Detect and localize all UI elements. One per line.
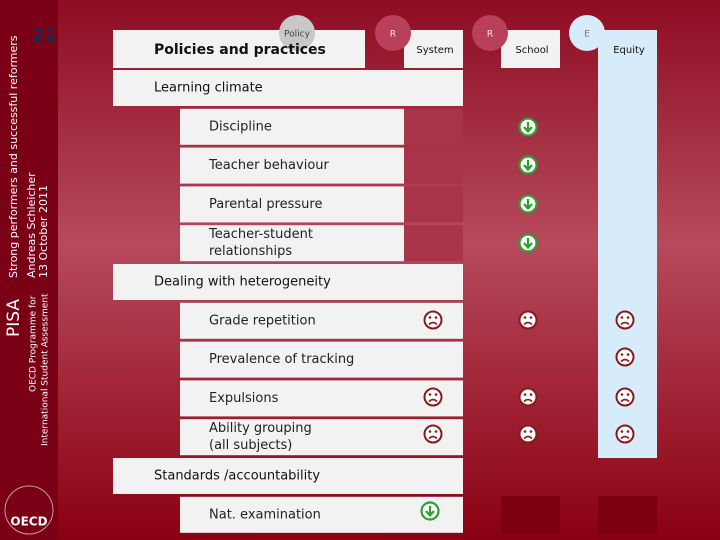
item-band: [180, 225, 404, 262]
icon-sad: [423, 424, 443, 444]
icon-sad: [615, 424, 635, 444]
section-band: [113, 264, 463, 300]
column-label: Equity: [613, 45, 645, 56]
author: Andreas Schleicher: [25, 172, 38, 278]
school-header-cell: [501, 30, 560, 68]
system-cell: [404, 341, 463, 378]
item-label: Teacher-student: [208, 227, 313, 242]
icon-sad: [423, 310, 443, 330]
item-band: [180, 380, 404, 417]
system-cell: [404, 186, 463, 223]
programme: International Student Assessment: [41, 293, 51, 446]
icon-sad: [423, 387, 443, 407]
badge-label: Policy: [284, 30, 311, 40]
icon-sad: [615, 310, 635, 330]
icon-sad: [518, 424, 538, 444]
icon-sad: [615, 387, 635, 407]
badge: [472, 15, 508, 51]
item-band: [180, 302, 404, 339]
icon-sad: [518, 387, 538, 407]
section-title: Learning climate: [154, 81, 263, 96]
item-label: Discipline: [209, 119, 272, 134]
badge-label: E: [584, 30, 590, 40]
system-header-cell: [404, 30, 463, 68]
date: 13 October 2011: [37, 185, 50, 278]
item-band: [180, 108, 404, 145]
badge-label: R: [390, 30, 396, 40]
system-cell: [404, 147, 463, 184]
system-cell: [404, 225, 463, 262]
icon-up: [518, 233, 538, 253]
item-label: Nat. examination: [209, 507, 321, 522]
icon-up: [518, 194, 538, 214]
column-label: School: [515, 45, 548, 56]
icon-up: [518, 117, 538, 137]
badge: [279, 15, 315, 51]
item-label: Grade repetition: [209, 313, 316, 328]
equity-column: [598, 30, 657, 458]
badge: [375, 15, 411, 51]
icon-up: [518, 155, 538, 175]
programme: OECD Programme for: [29, 295, 39, 392]
item-label: Prevalence of tracking: [209, 352, 354, 367]
badge: [569, 15, 605, 51]
cell: [598, 496, 657, 534]
badge-label: R: [487, 30, 493, 40]
item-label: Ability grouping: [209, 421, 312, 436]
page-number: 21: [31, 25, 56, 46]
sidebar: [0, 0, 58, 540]
brand: PISA: [4, 299, 24, 337]
column-label: System: [416, 45, 453, 56]
item-band: [180, 496, 404, 533]
item-label: Teacher behaviour: [208, 158, 330, 173]
item-band: [180, 419, 404, 456]
item-label: (all subjects): [209, 438, 292, 453]
heading-band: [113, 30, 365, 68]
logo-ring: [4, 485, 54, 535]
cell: [501, 496, 560, 534]
system-cell: [404, 108, 463, 145]
item-band: [180, 341, 404, 378]
item-label: Expulsions: [209, 391, 279, 406]
rows: Learning climate Discipline Teacher behavi…: [113, 70, 463, 533]
section-band: [113, 458, 463, 494]
logo: OECD: [10, 515, 47, 529]
section-title: Dealing with heterogeneity: [154, 275, 331, 290]
section-band: [113, 70, 463, 106]
icon-up: [420, 501, 440, 521]
item-band: [180, 186, 404, 223]
sidebar-title: Strong performers and successful reforme…: [7, 35, 20, 278]
icon-sad: [615, 347, 635, 367]
item-band: [180, 147, 404, 184]
heading: Policies and practices: [154, 42, 326, 58]
item-label: relationships: [209, 244, 292, 259]
section-title: Standards /accountability: [154, 469, 320, 484]
item-label: Parental pressure: [209, 197, 322, 212]
icon-sad: [518, 310, 538, 330]
